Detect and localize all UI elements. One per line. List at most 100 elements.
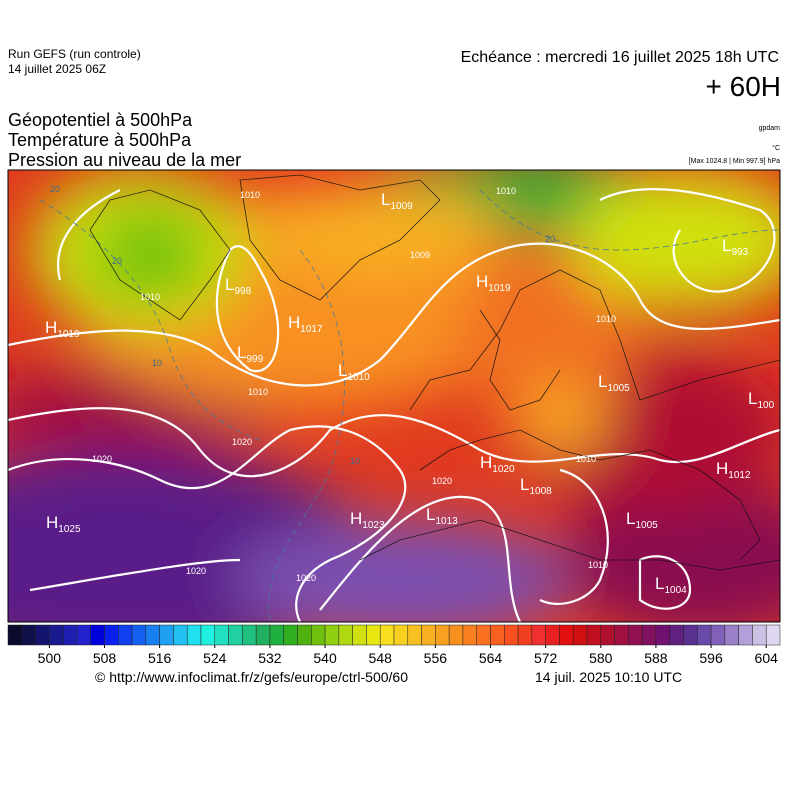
color-swatch: [655, 624, 670, 646]
colorbar-tick-label: 572: [534, 650, 558, 666]
color-swatch: [710, 624, 726, 646]
temperature-label: 20: [50, 184, 60, 194]
run-date: 14 juillet 2025 06Z: [8, 62, 106, 76]
map-frame: [7, 169, 781, 623]
run-name: Run GEFS (run controle): [8, 47, 141, 61]
color-swatch: [255, 624, 271, 646]
title: Température à 500hPa: [8, 130, 192, 150]
color-swatch: [448, 624, 464, 646]
color-swatch: [490, 624, 505, 646]
color-swatch: [697, 624, 712, 646]
center-letter: L: [338, 361, 347, 380]
color-swatch: [214, 624, 229, 646]
pressure-center: H1023: [350, 509, 385, 531]
color-swatch: [283, 624, 298, 646]
center-value: 1009: [390, 201, 413, 212]
unit: [Max 1024.8 | Min 997.9] hPa: [689, 158, 780, 165]
center-value: 1005: [607, 383, 630, 394]
unit: °C: [772, 144, 780, 152]
color-swatch: [269, 624, 284, 646]
color-swatch: [641, 624, 657, 646]
color-swatch: [462, 624, 477, 646]
color-swatch: [379, 624, 395, 646]
colorbar-tick-label: 524: [203, 650, 227, 666]
center-letter: L: [426, 505, 435, 524]
color-swatch: [200, 624, 216, 646]
center-value: 1020: [492, 464, 515, 475]
colorbar-tick-label: 580: [589, 650, 613, 666]
isobar-label: 1010: [248, 387, 268, 397]
colorbar-tick-label: 508: [93, 650, 117, 666]
pressure-center: L100: [748, 389, 775, 411]
pressure-center: L1004: [655, 574, 687, 596]
center-value: 1025: [58, 524, 81, 535]
isobar-label: 1010: [588, 560, 608, 570]
pressure-center: L1008: [520, 475, 552, 497]
center-value: 1013: [435, 516, 458, 527]
colorbar-tick-label: 596: [699, 650, 723, 666]
color-swatch: [159, 624, 174, 646]
colorbar-tick-label: 532: [258, 650, 282, 666]
echeance: Echéance : mercredi 16 juillet 2025 18h …: [461, 49, 779, 66]
center-letter: H: [46, 513, 58, 532]
center-value: 998: [234, 286, 251, 297]
color-swatch: [559, 624, 574, 646]
center-value: 1012: [728, 470, 751, 481]
center-value: 993: [731, 247, 748, 258]
center-value: 1019: [57, 329, 80, 340]
color-swatch: [324, 624, 340, 646]
color-swatch: [76, 624, 91, 646]
color-swatch: [173, 624, 188, 646]
pressure-center: H1019: [45, 318, 80, 340]
unit: gpdam: [759, 125, 781, 132]
isobar-label: 1009: [410, 250, 430, 260]
color-swatch: [131, 624, 147, 646]
pressure-center: L1005: [598, 372, 630, 394]
temperature-label: 10: [152, 358, 162, 368]
color-swatch: [669, 624, 684, 646]
color-swatch: [572, 624, 588, 646]
color-swatch: [104, 624, 119, 646]
isobar-label: 1020: [432, 476, 452, 486]
center-letter: L: [655, 574, 664, 593]
center-letter: L: [598, 372, 607, 391]
colorbar-tick-label: 516: [148, 650, 172, 666]
color-swatch: [62, 624, 78, 646]
colorbar-tick-label: 500: [38, 650, 62, 666]
color-swatch: [393, 624, 409, 646]
isobar-label: 1010: [240, 190, 260, 200]
color-swatch: [545, 624, 560, 646]
generated: 14 juil. 2025 10:10 UTC: [535, 669, 682, 685]
isobar-label: 1010: [576, 454, 596, 464]
color-swatch: [242, 624, 257, 646]
center-letter: L: [626, 509, 635, 528]
color-swatch: [421, 624, 436, 646]
center-letter: L: [225, 275, 234, 294]
title: Géopotentiel à 500hPa: [8, 110, 193, 130]
color-swatch: [683, 624, 698, 646]
lead-time: + 60H: [706, 71, 782, 102]
pressure-center: L998: [225, 275, 252, 297]
map-labels: H1019L998H1017L999L1010L1009H1019L993L10…: [45, 184, 775, 596]
colorbar: 500 508 516 524 532 540 548 556 564 572 580 588 596 6…: [7, 624, 781, 666]
center-value: 999: [246, 354, 263, 365]
center-value: 1008: [529, 486, 552, 497]
colorbar-tick-label: 604: [755, 650, 779, 666]
temperature-label: 20: [545, 234, 555, 244]
color-swatch: [21, 624, 36, 646]
temperature-label: 10: [350, 456, 360, 466]
color-swatch: [628, 624, 643, 646]
center-letter: H: [476, 272, 488, 291]
pressure-center: L1009: [381, 190, 413, 212]
color-swatch: [724, 624, 739, 646]
center-letter: L: [722, 236, 731, 255]
colorbar-tick-label: 564: [479, 650, 503, 666]
color-swatch: [476, 624, 491, 646]
center-value: 1017: [300, 324, 323, 335]
center-value: 1019: [488, 283, 511, 294]
color-swatch: [614, 624, 629, 646]
pressure-center: H1017: [288, 313, 323, 335]
colorbar-tick-label: 540: [313, 650, 337, 666]
color-swatch: [352, 624, 367, 646]
center-letter: L: [381, 190, 390, 209]
